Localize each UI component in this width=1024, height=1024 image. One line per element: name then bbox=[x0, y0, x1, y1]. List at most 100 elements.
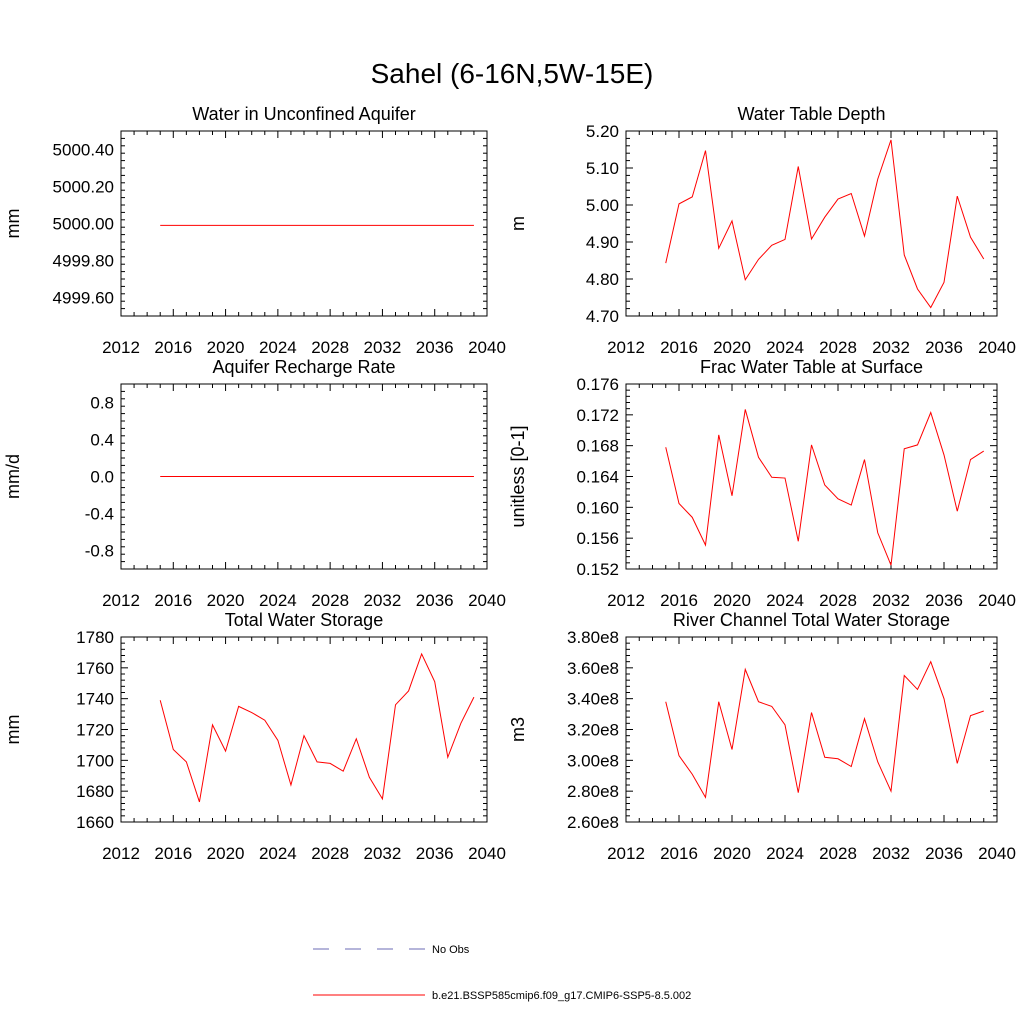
x-tick-label: 2028 bbox=[311, 591, 349, 610]
y-axis-label: unitless [0-1] bbox=[508, 425, 528, 527]
y-tick-label: 5000.00 bbox=[53, 215, 114, 234]
figure-title: Sahel (6-16N,5W-15E) bbox=[371, 58, 654, 89]
y-tick-label: 0.152 bbox=[576, 560, 619, 579]
y-tick-label: 4.90 bbox=[586, 233, 619, 252]
series-line bbox=[665, 139, 985, 309]
y-tick-label: 1780 bbox=[76, 628, 114, 647]
chart-panel: 2012 2016 2020 2024 2028 2032 2036 2040 0.152 0.1… bbox=[508, 357, 1016, 610]
chart-title: Total Water Storage bbox=[225, 610, 383, 630]
x-tick-label: 2024 bbox=[259, 338, 297, 357]
x-tick-label: 2028 bbox=[819, 591, 857, 610]
legend: No Obs b.e21.BSSP585cmip6.f09_g17.CMIP6-… bbox=[313, 944, 691, 1002]
y-tick-label: 5.10 bbox=[586, 159, 619, 178]
chart-panel: 2012 2016 2020 2024 2028 2032 2036 2040 4.70 4.80… bbox=[508, 104, 1016, 357]
x-tick-label: 2024 bbox=[259, 591, 297, 610]
y-tick-label: -0.8 bbox=[85, 542, 114, 561]
y-axis-label: m bbox=[508, 216, 528, 231]
y-tick-label: 0.156 bbox=[576, 529, 619, 548]
y-tick-label: 4.70 bbox=[586, 307, 619, 326]
y-tick-label: 0.8 bbox=[90, 394, 114, 413]
y-tick-label: 3.40e8 bbox=[567, 690, 619, 709]
x-tick-label: 2016 bbox=[660, 338, 698, 357]
plot-frame bbox=[625, 383, 998, 570]
y-tick-label: 1680 bbox=[76, 782, 114, 801]
y-tick-label: 4999.60 bbox=[53, 289, 114, 308]
y-tick-label: 0.4 bbox=[90, 431, 114, 450]
series-line bbox=[665, 660, 984, 799]
x-tick-label: 2040 bbox=[978, 338, 1016, 357]
x-tick-label: 2024 bbox=[766, 844, 804, 863]
x-tick-label: 2020 bbox=[713, 591, 751, 610]
x-tick-label: 2032 bbox=[872, 844, 910, 863]
x-tick-label: 2012 bbox=[607, 591, 645, 610]
plot-frame bbox=[120, 130, 488, 317]
x-tick-label: 2032 bbox=[364, 338, 402, 357]
chart-title: Frac Water Table at Surface bbox=[700, 357, 923, 377]
x-tick-label: 2016 bbox=[154, 338, 192, 357]
x-tick-label: 2040 bbox=[978, 844, 1016, 863]
x-tick-label: 2012 bbox=[102, 844, 140, 863]
y-tick-label: 2.60e8 bbox=[567, 813, 619, 832]
panels: 2012 2016 2020 2024 2028 2032 2036 2040 4999.60 4… bbox=[3, 104, 1016, 863]
y-tick-label: 5.20 bbox=[586, 122, 619, 141]
x-tick-label: 2028 bbox=[819, 338, 857, 357]
x-tick-label: 2036 bbox=[925, 591, 963, 610]
y-tick-label: 1760 bbox=[76, 659, 114, 678]
y-tick-label: 5.00 bbox=[586, 196, 619, 215]
x-tick-label: 2020 bbox=[207, 844, 245, 863]
y-tick-label: -0.4 bbox=[85, 505, 114, 524]
x-tick-label: 2020 bbox=[713, 338, 751, 357]
x-tick-label: 2012 bbox=[607, 844, 645, 863]
y-tick-label: 4.80 bbox=[586, 270, 619, 289]
x-tick-label: 2024 bbox=[766, 591, 804, 610]
x-tick-label: 2016 bbox=[660, 844, 698, 863]
y-tick-label: 1700 bbox=[76, 751, 114, 770]
x-tick-label: 2028 bbox=[311, 844, 349, 863]
x-tick-label: 2012 bbox=[607, 338, 645, 357]
chart-title: River Channel Total Water Storage bbox=[673, 610, 950, 630]
y-tick-label: 0.176 bbox=[576, 375, 619, 394]
plot-frame bbox=[120, 636, 488, 823]
chart-panel: 2012 2016 2020 2024 2028 2032 2036 2040 -0.8 -0.4… bbox=[3, 357, 506, 610]
x-tick-label: 2016 bbox=[154, 844, 192, 863]
x-tick-label: 2036 bbox=[416, 591, 454, 610]
chart-title: Aquifer Recharge Rate bbox=[212, 357, 395, 377]
x-tick-label: 2024 bbox=[766, 338, 804, 357]
y-tick-label: 0.168 bbox=[576, 437, 619, 456]
y-tick-label: 0.0 bbox=[90, 468, 114, 487]
chart-title: Water Table Depth bbox=[737, 104, 885, 124]
x-tick-label: 2040 bbox=[468, 338, 506, 357]
x-tick-label: 2032 bbox=[364, 591, 402, 610]
y-axis-label: m3 bbox=[508, 717, 528, 742]
y-tick-label: 3.00e8 bbox=[567, 751, 619, 770]
y-tick-label: 1720 bbox=[76, 721, 114, 740]
x-tick-label: 2028 bbox=[819, 844, 857, 863]
x-tick-label: 2020 bbox=[207, 591, 245, 610]
y-tick-label: 2.80e8 bbox=[567, 782, 619, 801]
x-tick-label: 2036 bbox=[925, 338, 963, 357]
x-tick-label: 2012 bbox=[102, 338, 140, 357]
legend-model-label: b.e21.BSSP585cmip6.f09_g17.CMIP6-SSP5-8.… bbox=[432, 990, 691, 1002]
x-tick-label: 2032 bbox=[364, 844, 402, 863]
y-tick-label: 3.80e8 bbox=[567, 628, 619, 647]
y-tick-label: 0.164 bbox=[576, 468, 619, 487]
y-tick-label: 3.20e8 bbox=[567, 721, 619, 740]
y-tick-label: 1740 bbox=[76, 690, 114, 709]
x-tick-label: 2036 bbox=[416, 338, 454, 357]
x-tick-label: 2028 bbox=[311, 338, 349, 357]
x-tick-label: 2024 bbox=[259, 844, 297, 863]
y-tick-label: 5000.20 bbox=[53, 178, 114, 197]
x-tick-label: 2016 bbox=[660, 591, 698, 610]
x-tick-label: 2016 bbox=[154, 591, 192, 610]
series-line bbox=[665, 409, 985, 566]
y-tick-label: 0.172 bbox=[576, 406, 619, 425]
x-tick-label: 2020 bbox=[207, 338, 245, 357]
x-tick-label: 2032 bbox=[872, 591, 910, 610]
y-axis-label: mm/d bbox=[3, 454, 23, 499]
y-tick-label: 4999.80 bbox=[53, 252, 114, 271]
chart-panel: 2012 2016 2020 2024 2028 2032 2036 2040 2.60e8 2.… bbox=[508, 610, 1016, 863]
y-axis-label: mm bbox=[3, 209, 23, 239]
plot-frame bbox=[625, 636, 998, 823]
y-tick-label: 5000.40 bbox=[53, 141, 114, 160]
